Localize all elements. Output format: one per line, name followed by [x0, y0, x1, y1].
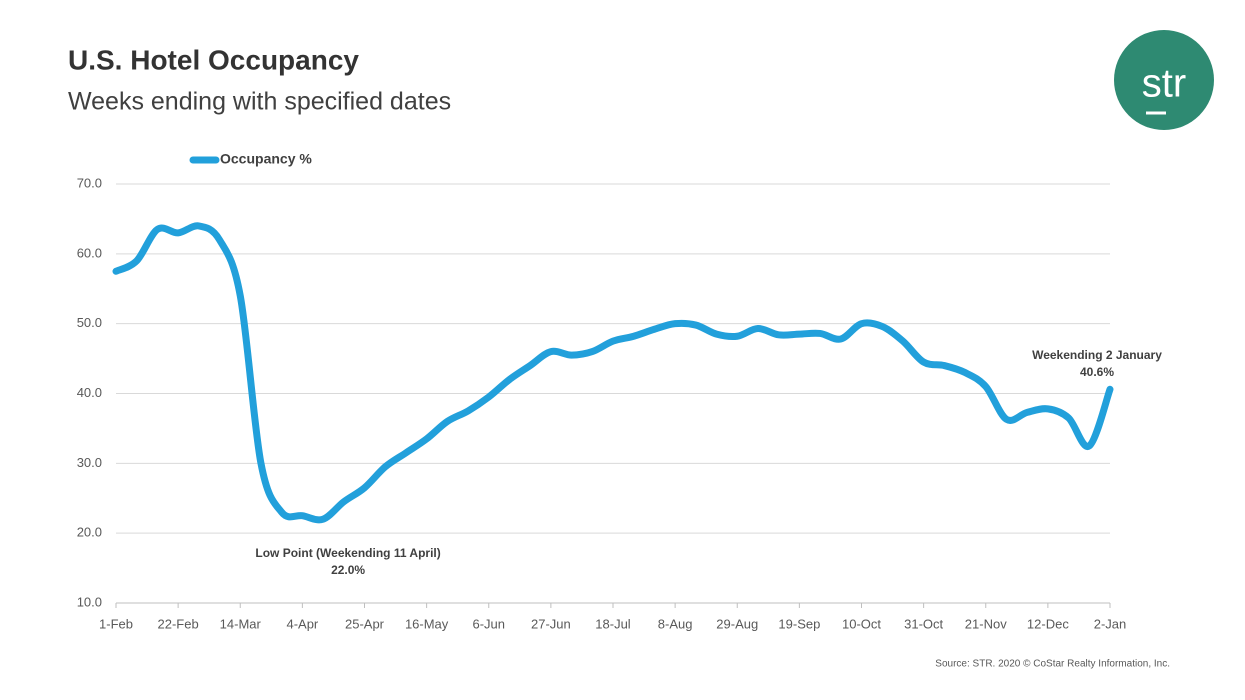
x-tick-label: 31-Oct — [904, 616, 943, 631]
chart-title: U.S. Hotel Occupancy — [68, 44, 359, 75]
x-tick-label: 10-Oct — [842, 616, 881, 631]
x-tick-label: 12-Dec — [1027, 616, 1069, 631]
x-tick-label: 19-Sep — [778, 616, 820, 631]
y-tick-label: 60.0 — [77, 245, 102, 260]
line — [112, 222, 1114, 524]
x-tick-label: 8-Aug — [658, 616, 693, 631]
annotation: Weekending 2 January — [1032, 348, 1162, 362]
logo-text: str — [1142, 62, 1186, 106]
x-tick-label: 18-Jul — [595, 616, 631, 631]
x-tick-label: 14-Mar — [220, 616, 262, 631]
x-tick-label: 16-May — [405, 616, 449, 631]
logo-circle — [1114, 30, 1214, 130]
legend-label: Occupancy % — [220, 151, 312, 167]
x-tick-label: 21-Nov — [965, 616, 1007, 631]
y-tick-label: 10.0 — [77, 594, 102, 609]
chart-subtitle: Weeks ending with specified dates — [68, 88, 451, 116]
x-tick-label: 4-Apr — [286, 616, 318, 631]
y-tick-label: 70.0 — [77, 175, 102, 190]
x-tick-label: 6-Jun — [472, 616, 505, 631]
y-tick-label: 40.0 — [77, 385, 102, 400]
x-tick-label: 25-Apr — [345, 616, 385, 631]
x-tick-label: 29-Aug — [716, 616, 758, 631]
y-tick-label: 20.0 — [77, 525, 102, 540]
x-tick-label: 1-Feb — [99, 616, 133, 631]
source: Source: STR. 2020 © CoStar Realty Inform… — [935, 659, 1170, 670]
annotation: Low Point (Weekending 11 April) — [255, 546, 440, 560]
y-tick-label: 30.0 — [77, 455, 102, 470]
y-tick-label: 50.0 — [77, 315, 102, 330]
data-label: 40.6% — [1080, 365, 1114, 379]
x-tick-label: 27-Jun — [531, 616, 571, 631]
data-label: 22.0% — [331, 563, 365, 577]
x-tick-label: 22-Feb — [158, 616, 199, 631]
x-tick-label: 2-Jan — [1094, 616, 1127, 631]
